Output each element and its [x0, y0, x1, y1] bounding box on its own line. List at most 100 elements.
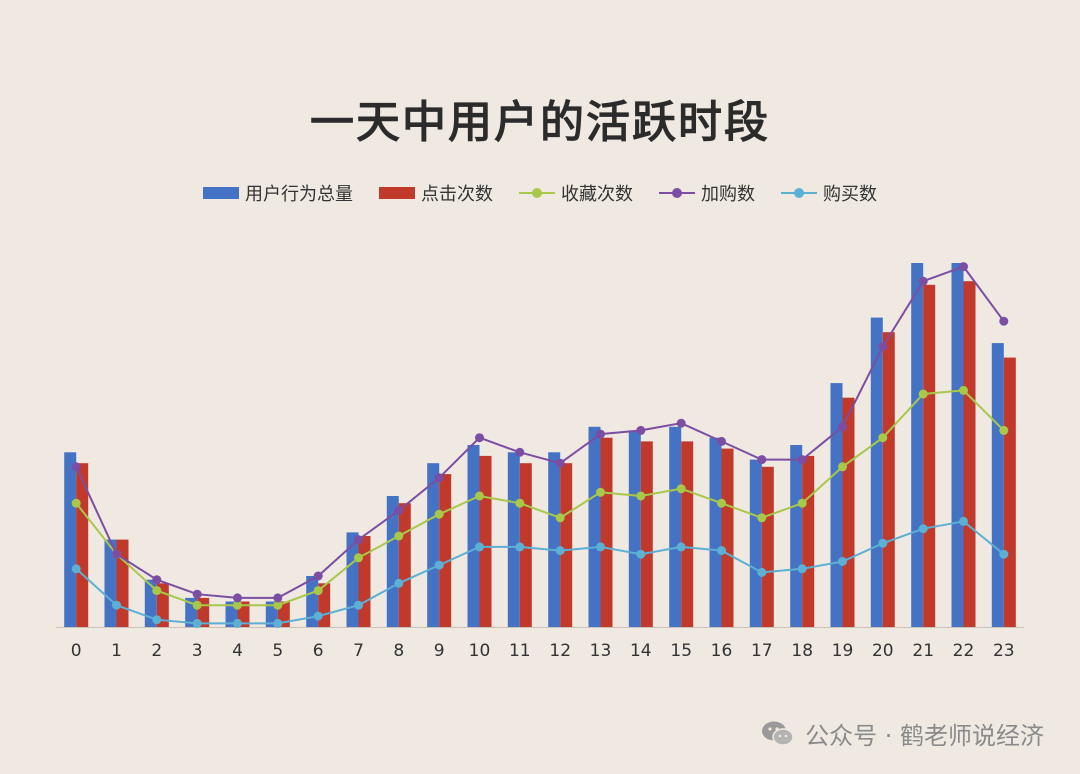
- x-tick-label-9: 9: [434, 641, 445, 661]
- bar-click-18: [802, 455, 815, 627]
- x-tick-label-13: 13: [590, 641, 612, 661]
- x-tick-label-3: 3: [192, 641, 203, 661]
- point-buy-5: [273, 618, 283, 628]
- point-fav-15: [676, 484, 686, 494]
- point-cart-15: [676, 418, 686, 428]
- legend-item-cart[interactable]: 加购数: [659, 180, 755, 206]
- point-fav-14: [636, 491, 646, 501]
- point-buy-12: [555, 546, 565, 556]
- bar-click-23: [1003, 357, 1016, 627]
- point-buy-13: [596, 542, 605, 552]
- bar-total-9: [427, 463, 440, 627]
- x-tick-label-17: 17: [751, 641, 773, 661]
- x-tick-label-14: 14: [630, 641, 652, 661]
- legend-swatch-cart: [659, 187, 695, 199]
- point-cart-18: [797, 455, 807, 465]
- point-cart-5: [273, 593, 283, 603]
- point-cart-7: [354, 535, 363, 545]
- legend-label-fav: 收藏次数: [561, 184, 633, 205]
- point-fav-2: [152, 586, 162, 596]
- point-fav-8: [394, 531, 404, 541]
- point-buy-0: [71, 564, 81, 574]
- bar-total-8: [386, 496, 399, 627]
- point-cart-11: [515, 447, 525, 457]
- chart-legend: 用户行为总量 点击次数 收藏次数 加购数 购买数: [0, 180, 1080, 206]
- x-tick-label-2: 2: [151, 641, 162, 661]
- x-tick-label-20: 20: [872, 641, 894, 661]
- point-cart-9: [434, 473, 444, 483]
- point-buy-10: [475, 542, 484, 552]
- point-cart-10: [475, 433, 484, 443]
- point-fav-22: [959, 385, 968, 395]
- wechat-icon: [762, 721, 794, 746]
- point-cart-12: [555, 458, 565, 468]
- bar-click-15: [681, 441, 694, 627]
- x-tick-label-22: 22: [953, 641, 975, 661]
- point-fav-3: [192, 600, 202, 610]
- point-buy-6: [313, 611, 323, 621]
- point-cart-0: [71, 462, 81, 472]
- x-tick-label-1: 1: [111, 641, 122, 661]
- point-fav-11: [515, 498, 525, 508]
- bar-click-12: [560, 463, 573, 627]
- bar-click-21: [923, 284, 936, 627]
- point-buy-8: [394, 578, 404, 588]
- point-buy-19: [838, 557, 847, 566]
- point-fav-4: [233, 600, 242, 610]
- point-fav-10: [475, 491, 484, 501]
- watermark-text: 公众号 · 鹤老师说经济: [805, 722, 1044, 750]
- bar-total-14: [628, 430, 641, 627]
- line-fav: [75, 389, 1005, 607]
- legend-item-fav[interactable]: 收藏次数: [519, 180, 633, 206]
- x-tick-label-16: 16: [711, 641, 733, 661]
- line-buy: [75, 520, 1005, 625]
- point-fav-20: [878, 433, 888, 443]
- bar-click-19: [842, 397, 855, 627]
- bar-click-8: [398, 503, 411, 627]
- bar-total-10: [467, 445, 480, 627]
- x-tick-label-5: 5: [272, 641, 283, 661]
- point-buy-3: [192, 618, 202, 628]
- point-fav-7: [354, 553, 363, 563]
- bar-click-10: [479, 455, 492, 627]
- x-tick-label-6: 6: [313, 641, 324, 661]
- bar-total-7: [346, 532, 359, 627]
- point-fav-16: [717, 498, 726, 508]
- bar-total-0: [64, 452, 77, 627]
- legend-label-click: 点击次数: [421, 184, 493, 205]
- legend-swatch-total: [203, 187, 239, 199]
- point-cart-8: [394, 506, 404, 515]
- x-tick-label-8: 8: [393, 641, 404, 661]
- point-fav-21: [918, 389, 928, 399]
- point-cart-21: [918, 276, 928, 286]
- point-buy-16: [717, 546, 726, 556]
- bar-click-7: [358, 536, 371, 627]
- legend-item-total[interactable]: 用户行为总量: [203, 180, 353, 206]
- x-tick-label-0: 0: [71, 641, 82, 661]
- point-cart-6: [313, 571, 323, 581]
- x-tick-label-23: 23: [993, 641, 1015, 661]
- x-tick-label-10: 10: [469, 641, 491, 661]
- point-cart-14: [636, 425, 646, 435]
- bar-total-15: [669, 426, 682, 627]
- legend-item-click[interactable]: 点击次数: [379, 180, 493, 206]
- bar-click-20: [882, 332, 895, 627]
- legend-label-buy: 购买数: [823, 184, 877, 205]
- point-buy-2: [152, 615, 162, 625]
- bar-total-11: [507, 452, 520, 627]
- point-buy-17: [757, 567, 767, 577]
- bar-click-16: [721, 448, 734, 627]
- point-fav-9: [434, 509, 444, 519]
- bar-total-17: [749, 459, 762, 627]
- watermark: 公众号 · 鹤老师说经济: [761, 716, 1044, 751]
- legend-item-buy[interactable]: 购买数: [781, 180, 877, 206]
- point-buy-21: [918, 524, 928, 534]
- point-buy-4: [233, 618, 242, 628]
- point-fav-12: [555, 513, 565, 523]
- chart-title: 一天中用户的活跃时段: [310, 97, 770, 148]
- bar-total-22: [951, 263, 964, 627]
- point-cart-23: [999, 316, 1009, 326]
- legend-swatch-fav: [519, 187, 555, 199]
- x-tick-label-15: 15: [670, 641, 692, 661]
